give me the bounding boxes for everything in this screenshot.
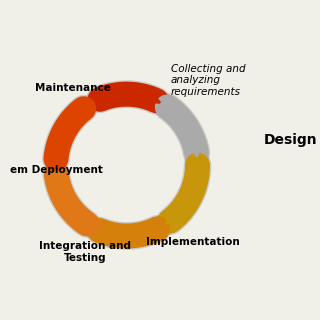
Text: Implementation: Implementation xyxy=(146,237,239,247)
Text: Design: Design xyxy=(263,133,317,147)
Text: em Deployment: em Deployment xyxy=(10,165,103,175)
Text: Maintenance: Maintenance xyxy=(36,83,111,93)
Text: Collecting and
analyzing
requirements: Collecting and analyzing requirements xyxy=(171,64,245,97)
Text: Integration and
Testing: Integration and Testing xyxy=(39,241,131,263)
